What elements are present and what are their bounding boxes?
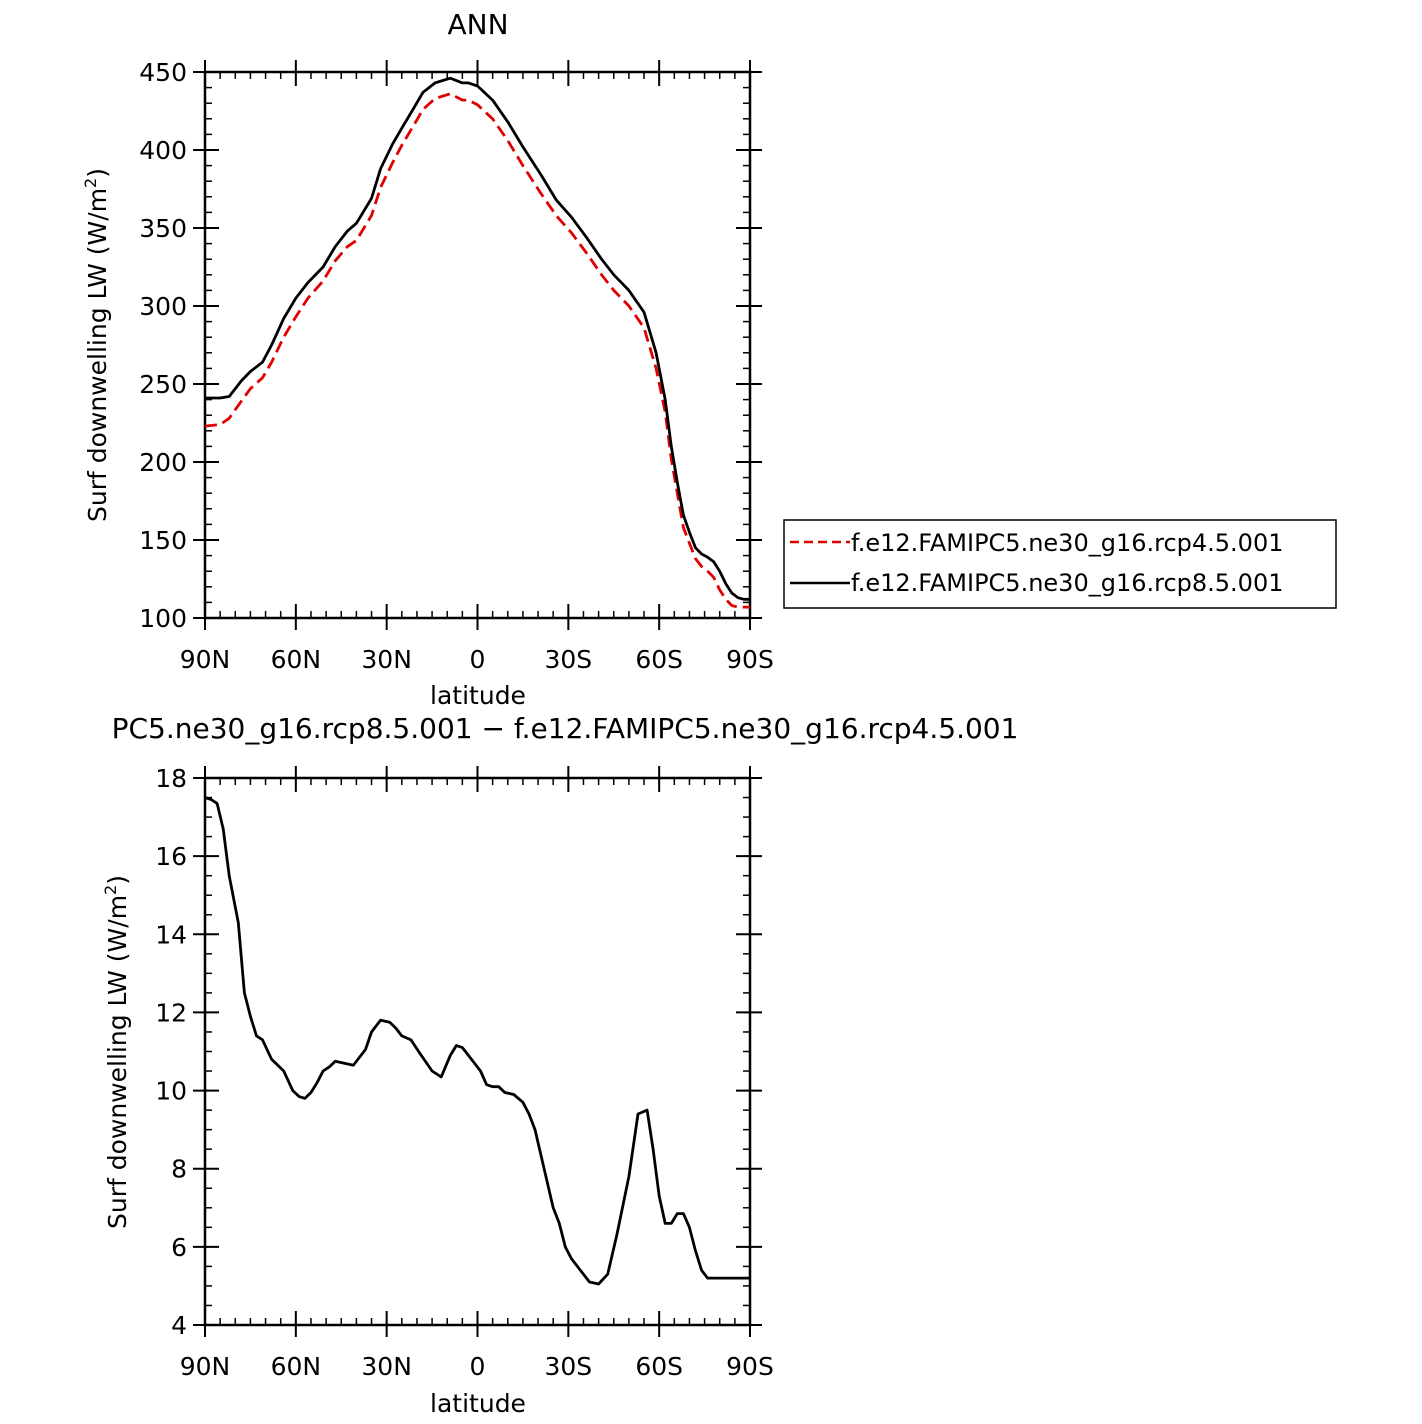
y-tick-label: 150 <box>139 526 187 555</box>
legend-box <box>783 519 1337 609</box>
y-tick-label: 16 <box>155 842 187 871</box>
x-tick-label: 30S <box>544 645 592 674</box>
y-tick-label: 10 <box>155 1077 187 1106</box>
legend: f.e12.FAMIPC5.ne30_g16.rcp4.5.001 f.e12.… <box>783 519 1337 609</box>
top-plot-y-label-superscript: 2 <box>81 178 100 188</box>
x-tick-label: 90N <box>180 645 231 674</box>
series-line-1 <box>204 92 750 609</box>
bottom-plot-panel: PC5.ne30_g16.rcp8.5.001 − f.e12.FAMIPC5.… <box>101 712 1018 1418</box>
top-plot-series <box>204 76 750 609</box>
y-tick-label: 100 <box>139 604 187 633</box>
top-plot-y-axis-label: Surf downwelling LW (W/m2) <box>81 168 112 522</box>
x-tick-label: 90S <box>726 1352 774 1381</box>
bottom-plot-x-axis-label: latitude <box>430 1389 526 1418</box>
y-tick-label: 8 <box>171 1155 187 1184</box>
y-tick-label: 6 <box>171 1233 187 1262</box>
top-plot-axes: 100 150 200 250 300 350 400 450 90N 60N 30N 0 30S 60S… <box>139 58 774 674</box>
bottom-plot-y-label-suffix: ) <box>103 875 132 885</box>
x-tick-label: 30S <box>544 1352 592 1381</box>
x-tick-label: 60N <box>271 1352 322 1381</box>
y-tick-label: 14 <box>155 920 187 949</box>
series-line-2 <box>205 76 750 601</box>
x-tick-label: 60N <box>271 645 322 674</box>
bottom-plot-axes: 4 6 8 10 12 14 16 18 90N 60N 30N 0 30S 60S 90S <box>155 764 774 1381</box>
top-plot-y-label-main: Surf downwelling LW (W/m <box>83 188 112 522</box>
top-plot-y-label-suffix: ) <box>83 168 112 178</box>
bottom-plot-y-label-main: Surf downwelling LW (W/m <box>103 895 132 1229</box>
plot-frame <box>203 776 752 1327</box>
y-tick-label: 300 <box>139 292 187 321</box>
y-tick-label: 12 <box>155 998 187 1027</box>
legend-label-rcp45: f.e12.FAMIPC5.ne30_g16.rcp4.5.001 <box>851 529 1284 557</box>
x-tick-label: 0 <box>470 1352 486 1381</box>
y-tick-label: 350 <box>139 214 187 243</box>
legend-label-rcp85: f.e12.FAMIPC5.ne30_g16.rcp8.5.001 <box>851 569 1284 597</box>
y-tick-label: 450 <box>139 58 187 87</box>
top-plot-title: ANN <box>447 8 508 41</box>
y-tick-label: 250 <box>139 370 187 399</box>
plot-frame <box>203 70 752 620</box>
y-tick-label: 400 <box>139 136 187 165</box>
series-line-1 <box>204 796 750 1286</box>
top-plot-x-axis-label: latitude <box>430 681 526 710</box>
x-tick-label: 30N <box>361 1352 412 1381</box>
x-tick-label: 0 <box>470 645 486 674</box>
y-tick-label: 4 <box>171 1311 187 1340</box>
x-tick-label: 90S <box>726 645 774 674</box>
bottom-plot-series <box>204 796 750 1286</box>
x-tick-label: 60S <box>635 645 683 674</box>
bottom-plot-title: PC5.ne30_g16.rcp8.5.001 − f.e12.FAMIPC5.… <box>112 712 1019 745</box>
x-tick-label: 60S <box>635 1352 683 1381</box>
bottom-plot-y-label-superscript: 2 <box>101 885 120 895</box>
top-plot-panel: ANN 100 150 200 250 300 350 400 450 90N 60N 30N 0 30… <box>81 8 774 710</box>
y-tick-label: 18 <box>155 764 187 793</box>
bottom-plot-y-axis-label: Surf downwelling LW (W/m2) <box>101 875 132 1229</box>
x-tick-label: 90N <box>180 1352 231 1381</box>
x-tick-label: 30N <box>361 645 412 674</box>
y-tick-label: 200 <box>139 448 187 477</box>
